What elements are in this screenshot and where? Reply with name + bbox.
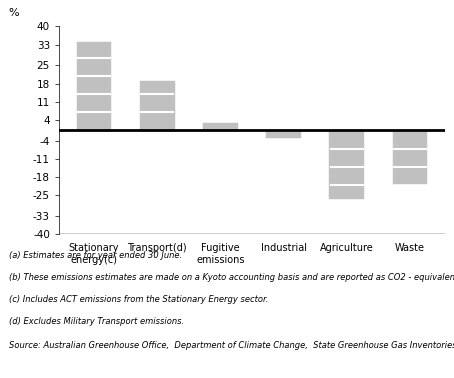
Text: Industrial: Industrial [261,243,306,254]
Bar [140,81,174,130]
Bar [77,42,111,130]
Bar [393,130,427,184]
Text: Fugitive
emissions: Fugitive emissions [196,243,245,265]
Text: Source: Australian Greenhouse Office,  Department of Climate Change,  State Gree: Source: Australian Greenhouse Office, De… [9,341,454,350]
Text: (d) Excludes Military Transport emissions.: (d) Excludes Military Transport emission… [9,317,184,326]
Text: Stationary
energy(c): Stationary energy(c) [69,243,119,265]
Text: (a) Estimates are for year ended 30 June.: (a) Estimates are for year ended 30 June… [9,251,182,260]
Text: Transport(d): Transport(d) [127,243,187,254]
Text: (c) Includes ACT emissions from the Stationary Energy sector.: (c) Includes ACT emissions from the Stat… [9,295,268,304]
Text: (b) These emissions estimates are made on a Kyoto accounting basis and are repor: (b) These emissions estimates are made o… [9,273,454,282]
Text: %: % [9,8,20,18]
Bar [203,122,238,130]
Text: Agriculture: Agriculture [320,243,374,254]
Text: Waste: Waste [395,243,425,254]
Bar [330,130,364,199]
Bar [266,130,301,138]
